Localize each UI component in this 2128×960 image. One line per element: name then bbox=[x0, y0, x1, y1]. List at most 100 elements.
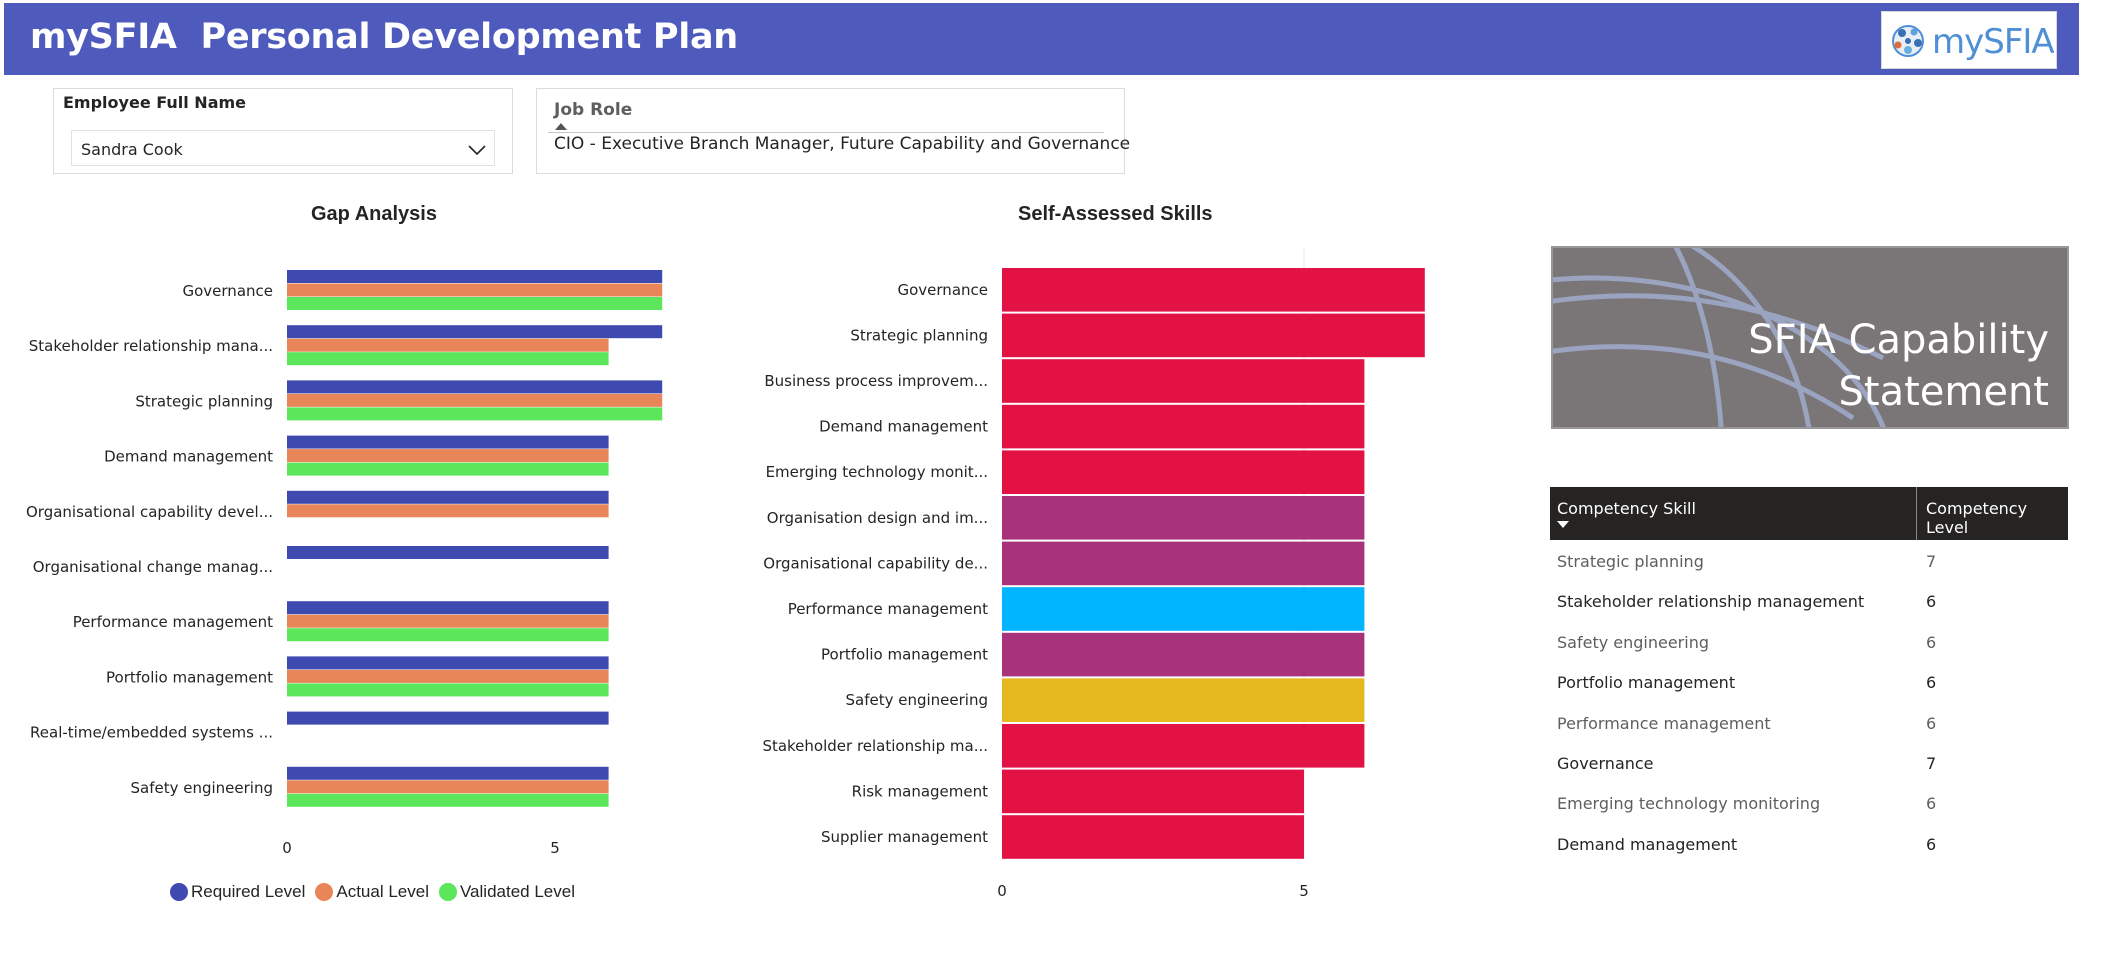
y-axis-label: Organisational capability de... bbox=[763, 554, 988, 572]
bar-safety-engineering[interactable] bbox=[1002, 678, 1365, 722]
y-axis-label: Real-time/embedded systems ... bbox=[30, 724, 273, 742]
legend-label-required: Required Level bbox=[191, 882, 306, 901]
bar-risk-management[interactable] bbox=[1002, 769, 1304, 814]
bar-performance-management[interactable] bbox=[1002, 587, 1365, 631]
bar-required-level-real-time-embedded-systems[interactable] bbox=[287, 711, 609, 725]
bar-actual-level-portfolio-management[interactable] bbox=[287, 669, 609, 683]
y-axis-label: Supplier management bbox=[821, 828, 988, 846]
bar-validated-level-demand-management[interactable] bbox=[287, 462, 609, 476]
bar-validated-level-portfolio-management[interactable] bbox=[287, 683, 609, 697]
row-skill: Safety engineering bbox=[1557, 632, 1709, 652]
y-axis-label: Strategic planning bbox=[850, 326, 988, 344]
column-header-skill[interactable]: Competency Skill bbox=[1557, 499, 1696, 518]
table-row[interactable]: Emerging technology monitoring 6 bbox=[1550, 782, 2068, 822]
y-axis-label: Emerging technology monit... bbox=[766, 463, 988, 481]
bar-organisational-capability-de[interactable] bbox=[1002, 541, 1365, 586]
bar-validated-level-stakeholder-relationship-mana[interactable] bbox=[287, 352, 609, 366]
employee-dropdown-value: Sandra Cook bbox=[81, 140, 183, 159]
bar-validated-level-performance-management[interactable] bbox=[287, 628, 609, 642]
logo-text: mySFIA bbox=[1932, 22, 2055, 62]
bar-required-level-demand-management[interactable] bbox=[287, 435, 609, 449]
bar-business-process-improvem[interactable] bbox=[1002, 359, 1365, 403]
competency-table-header: Competency Skill Competency Level bbox=[1550, 487, 2068, 540]
y-axis-label: Organisational capability devel... bbox=[26, 503, 273, 521]
bar-validated-level-governance[interactable] bbox=[287, 297, 663, 310]
bar-governance[interactable] bbox=[1002, 268, 1425, 312]
y-axis-label: Performance management bbox=[73, 613, 273, 631]
row-level: 7 bbox=[1926, 753, 1937, 773]
y-axis-label: Organisational change manag... bbox=[33, 558, 273, 576]
bar-actual-level-performance-management[interactable] bbox=[287, 614, 609, 628]
globe-logo-icon bbox=[1892, 25, 1924, 57]
bar-strategic-planning[interactable] bbox=[1002, 313, 1425, 358]
competency-table: Competency Skill Competency Level Strate… bbox=[1550, 487, 2068, 863]
bar-required-level-governance[interactable] bbox=[287, 270, 663, 283]
sort-ascending-icon[interactable] bbox=[555, 123, 567, 130]
column-divider[interactable] bbox=[1916, 487, 1917, 540]
table-row[interactable]: Stakeholder relationship management 6 bbox=[1550, 580, 2068, 620]
bar-emerging-technology-monit[interactable] bbox=[1002, 450, 1365, 494]
bar-required-level-strategic-planning[interactable] bbox=[287, 380, 663, 394]
y-axis-label: Stakeholder relationship mana... bbox=[29, 337, 273, 355]
bar-actual-level-stakeholder-relationship-mana[interactable] bbox=[287, 338, 609, 352]
bar-stakeholder-relationship-ma[interactable] bbox=[1002, 724, 1365, 768]
row-level: 6 bbox=[1926, 794, 1937, 814]
x-tick-label: 5 bbox=[1299, 882, 1309, 900]
bar-portfolio-management[interactable] bbox=[1002, 632, 1365, 677]
sfia-capability-banner: SFIA Capability Statement bbox=[1551, 246, 2069, 429]
bar-required-level-portfolio-management[interactable] bbox=[287, 656, 609, 670]
job-role-value: CIO - Executive Branch Manager, Future C… bbox=[554, 134, 1131, 154]
legend-dot-required-icon bbox=[170, 883, 188, 901]
table-row[interactable]: Performance management 6 bbox=[1550, 702, 2068, 742]
banner-line-2: Statement bbox=[1838, 369, 2050, 415]
legend-item-required[interactable]: Required Level bbox=[170, 882, 305, 902]
bar-actual-level-organisational-capability-devel[interactable] bbox=[287, 504, 609, 518]
column-header-level[interactable]: Competency Level bbox=[1926, 499, 2028, 537]
row-level: 6 bbox=[1926, 713, 1937, 733]
row-level: 6 bbox=[1926, 673, 1937, 693]
header-bar: mySFIA Personal Development Plan mySFIA bbox=[4, 3, 2079, 75]
self-assessed-skills-svg: Governance Strategic planning Business pro… bbox=[762, 249, 1425, 900]
sort-descending-icon[interactable] bbox=[1557, 521, 1569, 528]
bar-validated-level-safety-engineering[interactable] bbox=[287, 793, 609, 807]
bar-demand-management[interactable] bbox=[1002, 404, 1365, 449]
table-row[interactable]: Demand management 6 bbox=[1550, 823, 2068, 863]
legend-item-validated[interactable]: Validated Level bbox=[438, 882, 575, 902]
table-row[interactable]: Governance 7 bbox=[1550, 742, 2068, 782]
x-tick-label: 0 bbox=[282, 839, 292, 857]
table-row[interactable]: Portfolio management 6 bbox=[1550, 661, 2068, 701]
bar-required-level-safety-engineering[interactable] bbox=[287, 766, 609, 780]
bar-required-level-organisational-change-manag[interactable] bbox=[287, 546, 609, 559]
y-axis-label: Demand management bbox=[819, 418, 988, 436]
y-axis-label: Demand management bbox=[104, 448, 273, 466]
bar-required-level-organisational-capability-devel[interactable] bbox=[287, 490, 609, 504]
bar-validated-level-strategic-planning[interactable] bbox=[287, 407, 663, 421]
y-axis-label: Safety engineering bbox=[131, 779, 274, 797]
bar-actual-level-demand-management[interactable] bbox=[287, 449, 609, 463]
bar-required-level-stakeholder-relationship-mana[interactable] bbox=[287, 325, 663, 339]
bar-actual-level-strategic-planning[interactable] bbox=[287, 393, 663, 407]
chevron-down-icon bbox=[468, 145, 486, 156]
row-skill: Governance bbox=[1557, 753, 1654, 773]
employee-dropdown[interactable]: Sandra Cook bbox=[71, 130, 495, 166]
legend-label-validated: Validated Level bbox=[459, 882, 575, 901]
bar-organisation-design-and-im[interactable] bbox=[1002, 496, 1365, 540]
bar-actual-level-safety-engineering[interactable] bbox=[287, 780, 609, 794]
y-axis-label: Portfolio management bbox=[106, 668, 273, 686]
y-axis-label: Performance management bbox=[788, 600, 988, 618]
banner-line-1: SFIA Capability bbox=[1748, 317, 2049, 363]
bar-required-level-performance-management[interactable] bbox=[287, 601, 609, 615]
employee-slicer: Employee Full Name Sandra Cook bbox=[53, 88, 513, 174]
self-assessed-skills-title: Self-Assessed Skills bbox=[1018, 203, 1213, 225]
y-axis-label: Stakeholder relationship ma... bbox=[762, 737, 988, 755]
table-row[interactable]: Strategic planning 7 bbox=[1550, 540, 2068, 580]
row-level: 6 bbox=[1926, 592, 1937, 612]
bar-actual-level-governance[interactable] bbox=[287, 283, 663, 297]
employee-slicer-label: Employee Full Name bbox=[63, 93, 247, 112]
legend-item-actual[interactable]: Actual Level bbox=[315, 882, 429, 902]
table-row[interactable]: Safety engineering 6 bbox=[1550, 621, 2068, 661]
bar-supplier-management[interactable] bbox=[1002, 815, 1304, 859]
y-axis-label: Organisation design and im... bbox=[767, 509, 988, 527]
row-skill: Portfolio management bbox=[1557, 673, 1736, 693]
